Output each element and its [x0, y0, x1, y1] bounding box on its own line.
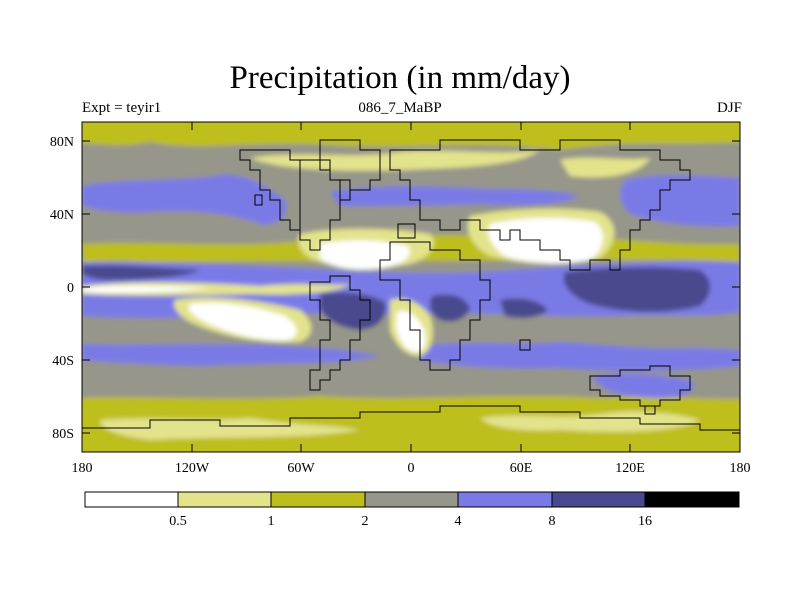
coastline-outlines	[82, 139, 740, 431]
longitude-axis: 180 120W 60W 0 60E 120E 180	[72, 122, 751, 476]
colorbar-label: 0.5	[169, 514, 187, 529]
colorbar-swatch	[364, 491, 459, 508]
colorbar-swatch	[84, 491, 179, 508]
colorbar-label: 8	[549, 514, 556, 529]
colorbar-label: 4	[455, 514, 462, 529]
lon-tick-label: 180	[730, 461, 751, 476]
colorbar-swatch	[551, 491, 646, 508]
colorbar-swatch	[270, 491, 366, 508]
lat-tick-label: 80N	[50, 135, 74, 150]
colorbar-swatch	[177, 491, 272, 508]
precipitation-field	[82, 122, 740, 452]
colorbar-label: 16	[638, 514, 652, 529]
lon-tick-label: 180	[72, 461, 93, 476]
latitude-axis: 80N 40N 0 40S 80S	[50, 135, 740, 442]
lon-tick-label: 0	[408, 461, 415, 476]
lon-tick-label: 60W	[287, 461, 315, 476]
colorbar: 0.5 1 2 4 8 16	[84, 491, 740, 529]
lat-tick-label: 40N	[50, 208, 74, 223]
colorbar-label: 1	[268, 514, 275, 529]
lat-tick-label: 40S	[52, 354, 74, 369]
lon-tick-label: 120E	[615, 461, 645, 476]
experiment-label: Expt = teyir1	[82, 100, 162, 116]
time-label: 086_7_MaBP	[358, 100, 442, 116]
season-label: DJF	[716, 100, 742, 116]
lon-tick-label: 60E	[510, 461, 533, 476]
colorbar-label: 2	[362, 514, 369, 529]
colorbar-swatch	[457, 491, 553, 508]
lon-tick-label: 120W	[175, 461, 210, 476]
colorbar-swatch	[644, 491, 740, 508]
lat-tick-label: 80S	[52, 427, 74, 442]
plot-title: Precipitation (in mm/day)	[229, 60, 571, 96]
lat-tick-label: 0	[67, 281, 74, 296]
